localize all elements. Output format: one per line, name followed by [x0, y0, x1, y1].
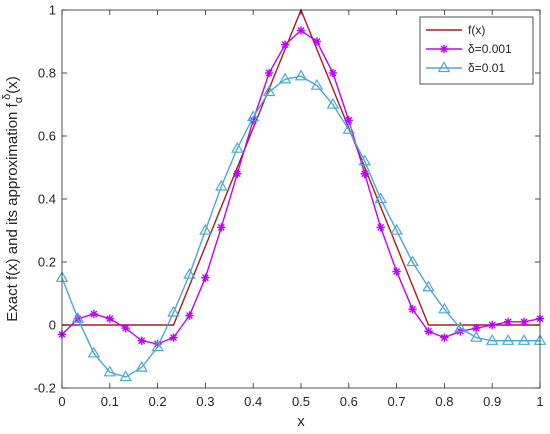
data-point-2-14: [278, 72, 292, 84]
data-point-1-21: [392, 267, 401, 276]
data-point-2-16: [310, 78, 324, 90]
x-tick-label-7: 0.7: [388, 394, 406, 409]
data-point-1-14: [280, 40, 290, 49]
y-tick-label-3: 0.4: [38, 192, 56, 207]
y-tick-label-0: -0.2: [34, 381, 56, 396]
data-point-2-4: [119, 370, 132, 382]
data-point-2-20: [374, 192, 387, 204]
data-point-1-10: [217, 223, 226, 232]
data-point-2-1: [71, 311, 85, 323]
x-axis-title: x: [297, 413, 305, 430]
data-point-1-15: [296, 26, 306, 35]
data-point-2-7: [167, 305, 180, 317]
data-point-1-13: [264, 68, 274, 78]
y-axis-title: Exact f(x) and its approximation fαδ(x): [1, 76, 25, 321]
data-point-2-6: [151, 340, 164, 352]
x-tick-label-2: 0.2: [149, 394, 167, 409]
y-tick-label-5: 0.8: [38, 66, 56, 81]
data-point-2-29: [517, 334, 531, 345]
x-tick-label-1: 0.1: [101, 394, 119, 409]
data-point-2-5: [135, 360, 148, 372]
data-point-1-9: [201, 273, 210, 282]
data-point-1-4: [121, 323, 130, 333]
legend-box: [419, 16, 534, 85]
data-point-1-17: [328, 68, 338, 78]
data-point-2-8: [183, 267, 196, 279]
x-tick-label-5: 0.5: [292, 394, 310, 409]
data-point-1-8: [185, 311, 194, 320]
y-tick-label-2: 0.2: [38, 255, 56, 270]
data-point-2-17: [326, 97, 340, 109]
series-line-2: [61, 75, 540, 378]
x-tick-label-0: 0: [58, 394, 65, 409]
data-point-1-7: [169, 333, 178, 342]
data-point-1-11: [233, 169, 242, 178]
data-point-2-27: [485, 334, 499, 345]
data-point-2-19: [358, 154, 371, 166]
data-point-2-23: [422, 280, 435, 292]
x-tick-label-10: 1: [536, 394, 543, 409]
data-point-2-9: [199, 223, 212, 235]
data-point-1-27: [488, 320, 497, 330]
y-tick-label-4: 0.6: [38, 129, 56, 144]
data-point-2-21: [390, 223, 403, 235]
legend-marker-2: [437, 61, 451, 73]
data-point-1-5: [137, 336, 146, 345]
y-tick-label-1: 0: [49, 318, 56, 333]
data-point-1-28: [503, 317, 513, 327]
data-point-2-12: [246, 110, 260, 122]
data-point-1-16: [312, 37, 322, 46]
x-tick-label-8: 0.8: [435, 394, 453, 409]
data-point-2-2: [87, 346, 101, 358]
y-tick-label-6: 1: [49, 3, 56, 18]
data-point-1-29: [519, 317, 529, 327]
data-point-1-24: [440, 333, 449, 342]
data-point-2-3: [103, 365, 117, 377]
legend-label-0: f(x): [468, 23, 485, 37]
x-tick-label-6: 0.6: [340, 394, 358, 409]
data-point-1-18: [344, 116, 353, 125]
data-point-2-13: [262, 85, 276, 97]
legend-marker-1: [439, 44, 449, 54]
data-point-1-3: [105, 314, 114, 323]
legend-label-1: δ=0.001: [468, 42, 512, 56]
data-point-2-22: [406, 255, 419, 267]
legend-label-2: δ=0.01: [468, 61, 505, 75]
data-point-2-15: [294, 69, 308, 81]
data-point-1-22: [408, 305, 417, 314]
data-point-2-26: [470, 330, 483, 342]
data-point-2-24: [438, 302, 451, 314]
data-point-1-19: [360, 169, 369, 178]
data-point-1-20: [376, 223, 385, 232]
data-point-2-18: [342, 122, 356, 134]
data-point-2-28: [501, 334, 515, 345]
data-point-2-11: [231, 141, 244, 153]
x-tick-label-9: 0.9: [483, 394, 501, 409]
data-point-1-23: [424, 327, 433, 336]
data-point-2-10: [215, 179, 228, 191]
data-point-2-25: [454, 321, 467, 333]
x-tick-label-3: 0.3: [196, 394, 214, 409]
data-point-1-2: [89, 309, 99, 319]
x-tick-label-4: 0.4: [244, 394, 262, 409]
